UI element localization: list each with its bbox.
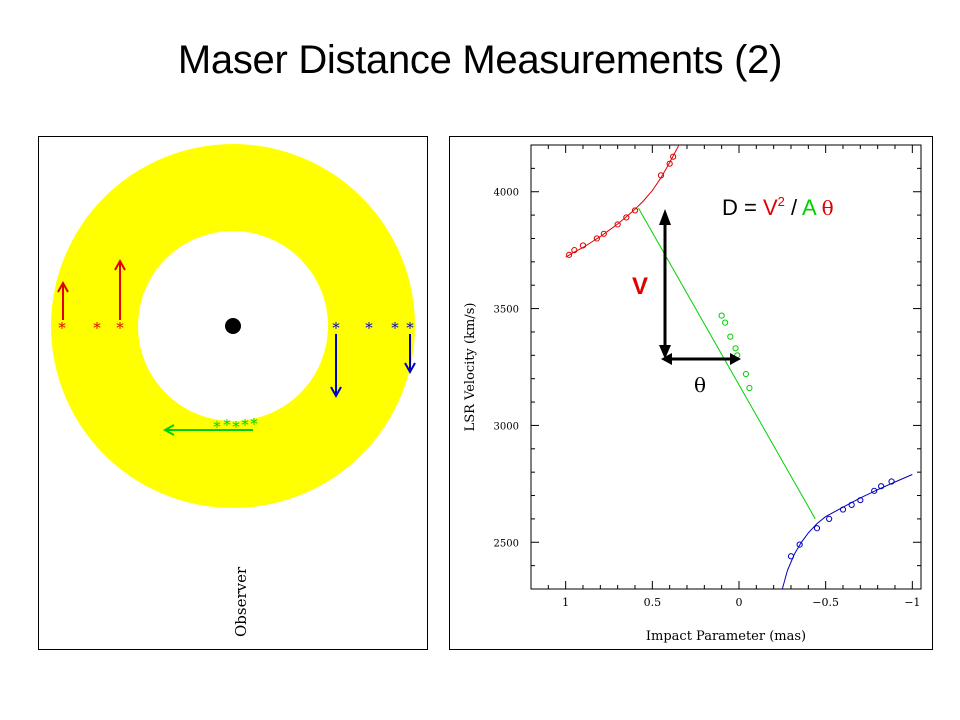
systemic-velocity-arrow xyxy=(162,424,253,436)
blueshifted-data-point xyxy=(878,483,885,490)
theta-arrow-head-right xyxy=(730,353,741,365)
disk-schematic: * * * * * * * * * * * * Observer xyxy=(51,144,416,637)
systemic-maser-spots: * * * * * xyxy=(213,415,258,436)
equation-slash: / xyxy=(785,195,802,220)
redshifted-data-point xyxy=(623,214,630,221)
v-arrow-head-up xyxy=(659,209,671,225)
blueshifted-data-point xyxy=(848,501,855,508)
central-black-hole xyxy=(225,318,241,334)
blueshifted-data-point xyxy=(888,478,895,485)
redshifted-data-point xyxy=(657,172,665,179)
blueshifted-series xyxy=(781,474,913,589)
systemic-data-point xyxy=(718,312,725,319)
redshifted-data-point xyxy=(600,230,607,237)
redshifted-maser-spots: * * * xyxy=(58,319,124,337)
blue-arrow-1-head xyxy=(330,386,342,399)
plot-frame xyxy=(530,144,922,590)
blueshifted-star: * xyxy=(406,319,414,337)
blueshifted-data-point xyxy=(826,515,833,522)
blueshifted-maser-spots: * * * * xyxy=(332,319,414,337)
y-tick-label: 2500 xyxy=(494,538,519,549)
blueshifted-data-point xyxy=(871,487,878,494)
redshifted-star: * xyxy=(58,319,66,337)
systemic-star: * xyxy=(213,418,221,436)
red-arrow-1-head xyxy=(57,280,69,293)
blue-arrow-2-head xyxy=(404,362,416,375)
x-tick-label: −1 xyxy=(904,596,920,609)
redshifted-data-point xyxy=(666,160,673,167)
disk-schematic-panel: * * * * * * * * * * * * Observer xyxy=(38,136,428,650)
data-series xyxy=(565,145,913,589)
equation-v: V xyxy=(763,195,778,220)
y-axis-label: LSR Velocity (km/s) xyxy=(463,303,478,432)
theta-arrow-head-left xyxy=(661,353,672,365)
redshifted-star: * xyxy=(93,319,101,337)
construction-arrows xyxy=(659,209,741,365)
axis-ticks: 1 0.5 0 −0.5 −1 2500 3000 3500 4000 xyxy=(494,145,921,609)
observer-label: Observer xyxy=(232,566,250,637)
redshifted-data-point xyxy=(670,153,677,160)
x-axis-label: Impact Parameter (mas) xyxy=(646,629,806,644)
equation-theta: θ xyxy=(822,196,834,220)
systemic-star: * xyxy=(232,418,240,436)
blueshifted-data-point xyxy=(857,497,864,504)
y-tick-label: 3000 xyxy=(494,421,519,432)
v-label: V xyxy=(632,273,648,300)
position-velocity-panel: 1 0.5 0 −0.5 −1 2500 3000 3500 4000 V θ D = V2 /… xyxy=(449,136,933,650)
blueshifted-velocity-arrows xyxy=(330,334,416,399)
blueshifted-data-point xyxy=(796,541,803,548)
systemic-data-point xyxy=(742,370,750,378)
blueshifted-star: * xyxy=(332,319,340,337)
blueshifted-data-point xyxy=(787,553,795,560)
x-tick-label: 0 xyxy=(736,596,743,609)
v-arrow-head-down xyxy=(659,345,671,359)
blueshifted-star: * xyxy=(391,319,399,337)
redshifted-data-point xyxy=(614,221,621,228)
redshifted-data-point xyxy=(571,247,578,254)
y-tick-label: 3500 xyxy=(494,305,519,316)
x-tick-label: −0.5 xyxy=(812,596,839,609)
red-arrow-2-head xyxy=(114,258,126,271)
blueshifted-data-point xyxy=(839,506,847,513)
y-tick-label: 4000 xyxy=(494,188,519,199)
redshifted-data-point xyxy=(631,207,639,214)
green-arrow-head xyxy=(162,424,175,436)
systemic-data-point xyxy=(727,333,734,340)
redshifted-velocity-arrows xyxy=(57,258,126,320)
blueshifted-model-curve xyxy=(781,474,913,589)
blueshifted-data-point xyxy=(813,525,821,532)
systemic-data-point xyxy=(732,345,739,352)
redshifted-data-point xyxy=(579,242,587,249)
blueshifted-star: * xyxy=(365,319,373,337)
systemic-star: * xyxy=(223,416,231,434)
distance-equation: D = V2 / A θ xyxy=(722,194,834,220)
equation-a: A xyxy=(802,195,817,220)
equation-exponent: 2 xyxy=(778,194,785,209)
systemic-model-line xyxy=(638,207,816,520)
x-tick-label: 1 xyxy=(562,596,569,609)
redshifted-series xyxy=(565,145,680,258)
systemic-star: * xyxy=(241,416,249,434)
systemic-star: * xyxy=(250,415,258,433)
redshifted-data-point xyxy=(593,235,600,242)
slide-title: Maser Distance Measurements (2) xyxy=(177,38,783,82)
systemic-series xyxy=(638,207,816,520)
x-tick-label: 0.5 xyxy=(644,596,662,609)
theta-label: θ xyxy=(694,373,706,397)
systemic-data-point xyxy=(722,319,729,326)
equation-lhs: D = xyxy=(722,195,763,220)
redshifted-star: * xyxy=(116,319,124,337)
redshifted-data-point xyxy=(566,251,573,258)
systemic-data-point xyxy=(746,384,753,392)
